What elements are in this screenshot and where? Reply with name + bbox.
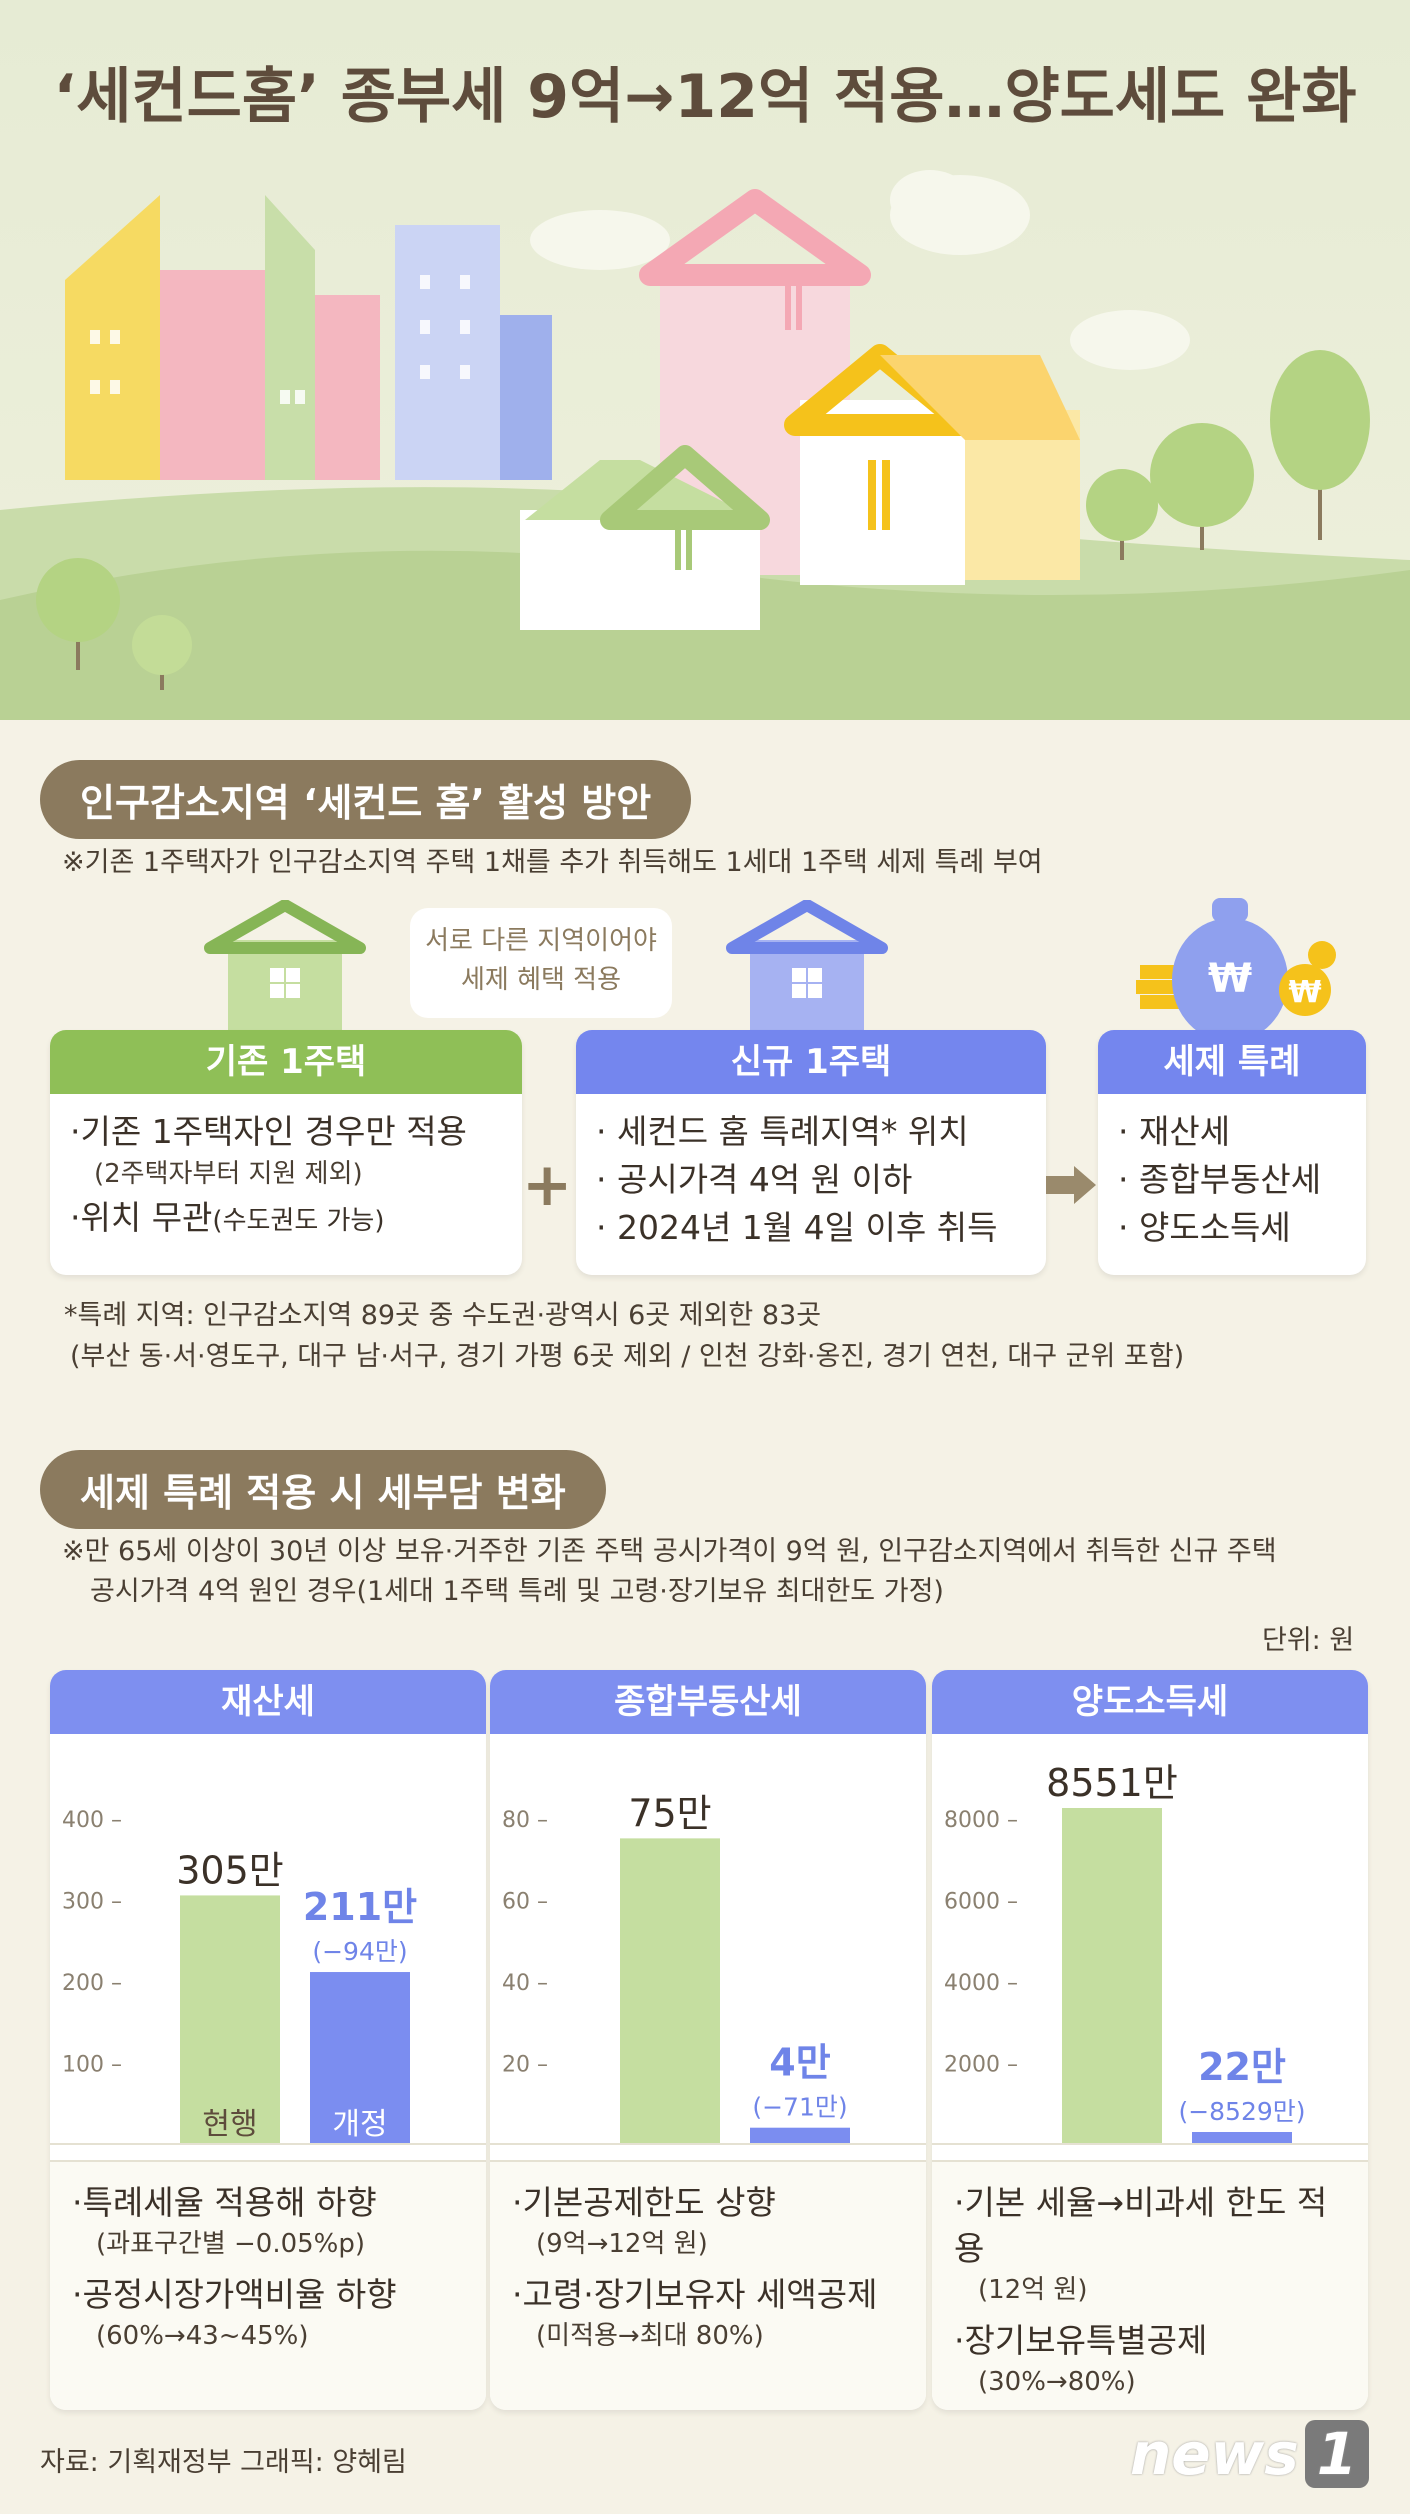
panel-title-2: 양도소득세 — [932, 1670, 1368, 1734]
svg-text:₩: ₩ — [1288, 975, 1321, 1010]
note-0-0-sub: (과표구간별 −0.05%p) — [96, 2229, 366, 2260]
note-1-1-sub: (미적용→최대 80%) — [536, 2321, 764, 2352]
diff-label: (−94만) — [312, 1937, 407, 1966]
note-2-1-bullet: ·장기보유특별공제 — [954, 2321, 1208, 2361]
new-bullet-3: · 2024년 1월 4일 이후 취득 — [596, 1207, 998, 1247]
section1-heading: 인구감소지역 ‘세컨드 홈’ 활성 방안 — [40, 760, 692, 839]
bar-개정 — [750, 2127, 850, 2144]
category-label: 개정 — [332, 2107, 387, 2142]
diff-label: (−8529만) — [1178, 2097, 1305, 2126]
arrow-right-icon — [1046, 1166, 1096, 1204]
value-label: 305만 — [176, 1848, 284, 1892]
bar-개정 — [1192, 2132, 1292, 2144]
new-house-icon — [726, 900, 888, 1040]
y-tick-label: 60 – — [502, 1890, 548, 1915]
card-new-title: 신규 1주택 — [576, 1030, 1046, 1094]
existing-house-icon — [204, 900, 366, 1040]
footnote-2: (부산 동·서·영도구, 대구 남·서구, 경기 가평 6곳 제외 / 인천 강… — [70, 1341, 1185, 1372]
note-2-0-bullet: ·기본 세율→비과세 한도 적용 — [954, 2183, 1328, 2269]
bar-현행 — [180, 1895, 280, 2144]
note-1-0-sub: (9억→12억 원) — [536, 2229, 708, 2260]
card-existing-title: 기존 1주택 — [50, 1030, 522, 1094]
new-bullet-2: · 공시가격 4억 원 이하 — [596, 1159, 913, 1199]
news1-logo: news 1 — [1130, 2420, 1370, 2488]
speech-line-2: 세제 혜택 적용 — [460, 965, 622, 995]
category-label: 현행 — [202, 2107, 257, 2142]
y-tick-label: 20 – — [502, 2053, 548, 2078]
benefit-bullet-2: · 종합부동산세 — [1118, 1159, 1322, 1199]
existing-bullet-2: ·위치 무관(수도권도 가능) — [70, 1194, 502, 1242]
note-2-1-sub: (30%→80%) — [978, 2367, 1136, 2398]
card-benefit-title: 세제 특례 — [1098, 1030, 1366, 1094]
card-new-house: 신규 1주택 · 세컨드 홈 특례지역* 위치 · 공시가격 4억 원 이하 ·… — [576, 1030, 1046, 1275]
new-bullet-1: · 세컨드 홈 특례지역* 위치 — [596, 1112, 969, 1151]
value-label: 75만 — [628, 1791, 711, 1835]
chart-capital-gains-tax: 8000 – 6000 – 4000 – 2000 – 8551만 22만 (−8529만) — [932, 1761, 1368, 2145]
y-tick-label: 6000 – — [944, 1890, 1018, 1915]
source-credit: 자료: 기획재정부 그래픽: 양혜림 — [40, 2447, 407, 2478]
panel-title-0: 재산세 — [50, 1670, 486, 1734]
diff-label: (−71만) — [752, 2093, 847, 2122]
note-2-0-sub: (12억 원) — [978, 2275, 1088, 2306]
y-tick-label: 200 – — [62, 1971, 122, 1996]
benefit-bullet-3: · 양도소득세 — [1118, 1207, 1291, 1247]
y-tick-label: 40 – — [502, 1971, 548, 1996]
benefit-bullet-1: · 재산세 — [1118, 1112, 1231, 1151]
y-tick-label: 100 – — [62, 2053, 122, 2078]
panel-capital-gains-tax: 양도소득세 8000 – 6000 – 4000 – 2000 – 8551만 22만 (−… — [932, 1670, 1368, 2410]
speech-line-1: 서로 다른 지역이어야 — [425, 926, 657, 956]
bar-현행 — [620, 1838, 720, 2144]
value-label: 8551만 — [1046, 1761, 1178, 1805]
logo-number: 1 — [1304, 2420, 1370, 2488]
existing-bullet-2-main: ·위치 무관 — [70, 1197, 213, 1237]
bar-현행 — [1062, 1808, 1162, 2144]
note-1-1-bullet: ·고령·장기보유자 세액공제 — [512, 2274, 878, 2314]
panel-title-1: 종합부동산세 — [490, 1670, 926, 1734]
page-title: ‘세컨드홈’ 종부세 9억→12억 적용…양도세도 완화 — [53, 62, 1357, 132]
money-bag-icon: ₩ ₩ — [1136, 898, 1336, 1040]
existing-bullet-1: ·기존 1주택자인 경우만 적용 — [70, 1112, 467, 1151]
value-label: 22만 — [1198, 2045, 1286, 2089]
value-label: 211만 — [303, 1885, 417, 1929]
section1-note: ※기존 1주택자가 인구감소지역 주택 1채를 추가 취득해도 1세대 1주택 … — [62, 847, 1043, 878]
y-tick-label: 300 – — [62, 1890, 122, 1915]
notes-capital-gains-tax: ·기본 세율→비과세 한도 적용 (12억 원) ·장기보유특별공제 (30%→… — [932, 2160, 1368, 2410]
card-existing-house: 기존 1주택 ·기존 1주택자인 경우만 적용 (2주택자부터 지원 제외) ·… — [50, 1030, 522, 1275]
section2-note-1: ※만 65세 이상이 30년 이상 보유·거주한 기존 주택 공시가격이 9억 … — [62, 1536, 1277, 1567]
section2-note-2: 공시가격 4억 원인 경우(1세대 1주택 특례 및 고령·장기보유 최대한도 … — [90, 1576, 944, 1607]
note-0-1-sub: (60%→43~45%) — [96, 2321, 309, 2352]
card-tax-benefit: 세제 특례 · 재산세 · 종합부동산세 · 양도소득세 — [1098, 1030, 1366, 1275]
value-label: 4만 — [769, 2041, 830, 2085]
unit-label: 단위: 원 — [1262, 1625, 1355, 1656]
y-tick-label: 80 – — [502, 1808, 548, 1833]
speech-bubble: 서로 다른 지역이어야 세제 혜택 적용 — [410, 908, 672, 1018]
existing-sub-1: (2주택자부터 지원 제외) — [94, 1158, 363, 1189]
footnote-1: *특례 지역: 인구감소지역 89곳 중 수도권·광역시 6곳 제외한 83곳 — [64, 1300, 822, 1331]
section2-heading: 세제 특례 적용 시 세부담 변화 — [40, 1450, 606, 1529]
chart-comprehensive-tax: 80 – 60 – 40 – 20 – 75만 4만 (−71만) — [490, 1791, 926, 2145]
bar-개정 — [310, 1972, 410, 2144]
existing-sub-2: (수도권도 가능) — [212, 1205, 385, 1236]
note-0-0-bullet: ·특례세율 적용해 하향 — [72, 2183, 377, 2222]
logo-text: news — [1130, 2420, 1299, 2488]
note-0-1-bullet: ·공정시장가액비율 하향 — [72, 2274, 397, 2314]
note-1-0-bullet: ·기본공제한도 상향 — [512, 2183, 776, 2222]
y-tick-label: 8000 – — [944, 1808, 1018, 1833]
panel-comprehensive-tax: 종합부동산세 80 – 60 – 40 – 20 – 75만 4만 (−71만) ·기본공제… — [490, 1670, 926, 2410]
y-tick-label: 4000 – — [944, 1971, 1018, 1996]
y-tick-label: 400 – — [62, 1808, 122, 1833]
svg-text:₩: ₩ — [1208, 956, 1252, 1002]
notes-property-tax: ·특례세율 적용해 하향 (과표구간별 −0.05%p) ·공정시장가액비율 하… — [50, 2160, 486, 2410]
y-tick-label: 2000 – — [944, 2053, 1018, 2078]
hero-illustration — [0, 0, 1410, 720]
notes-comprehensive-tax: ·기본공제한도 상향 (9억→12억 원) ·고령·장기보유자 세액공제 (미적… — [490, 2160, 926, 2410]
plus-icon: + — [522, 1150, 573, 1220]
